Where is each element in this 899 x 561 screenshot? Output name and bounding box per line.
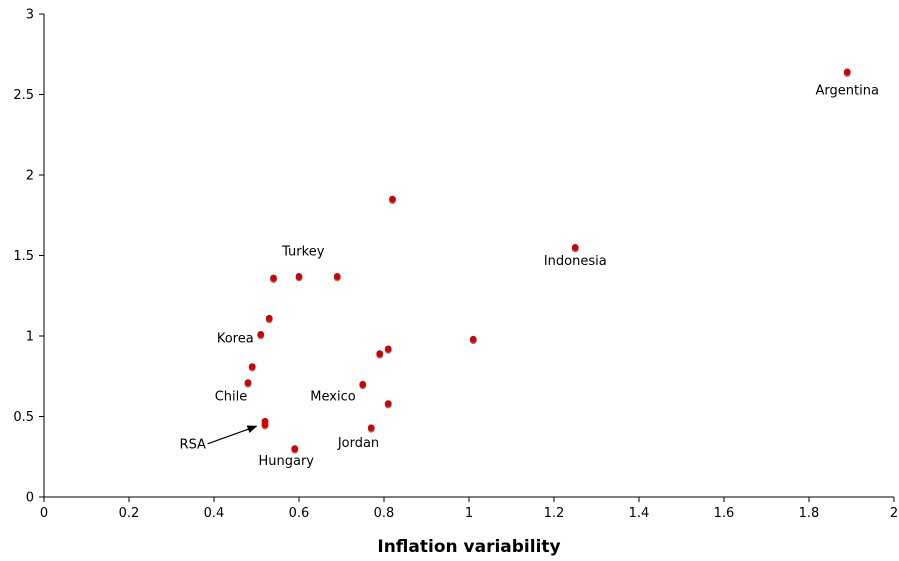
y-tick-label: 0.5 bbox=[13, 410, 34, 425]
data-point bbox=[265, 314, 273, 324]
data-point bbox=[359, 380, 367, 390]
data-point-marker bbox=[257, 330, 265, 338]
y-tick-label: 0 bbox=[26, 491, 34, 506]
tick-labels: 0 0.2 0.4 0.6 0.8 1 1.2 1.4 1.6 1.8 2 0 0.5 1 1.5 2 2.5 3 bbox=[13, 8, 898, 522]
data-point bbox=[843, 68, 851, 77]
data-point bbox=[291, 445, 299, 454]
x-tick-label: 0.8 bbox=[374, 506, 395, 521]
data-point bbox=[257, 330, 265, 340]
x-tick-label: 1.6 bbox=[714, 506, 735, 521]
data-point bbox=[333, 273, 341, 282]
data-point-marker bbox=[384, 345, 392, 353]
point-annotations: Argentina Indonesia Turkey Korea Chile Mexico… bbox=[180, 84, 879, 469]
data-point-marker bbox=[248, 363, 256, 370]
point-label: RSA bbox=[180, 438, 207, 453]
point-label: Turkey bbox=[281, 245, 325, 260]
point-label: Argentina bbox=[816, 84, 879, 99]
x-axis-title: Inflation variability bbox=[377, 537, 560, 557]
x-tick-label: 1.8 bbox=[799, 506, 820, 521]
y-tick-label: 1.5 bbox=[13, 249, 34, 264]
data-point-marker bbox=[333, 273, 341, 280]
data-point-marker bbox=[295, 273, 303, 280]
data-point bbox=[376, 350, 384, 359]
data-point bbox=[389, 195, 396, 205]
data-points bbox=[244, 68, 851, 454]
data-point bbox=[248, 363, 256, 372]
data-point bbox=[384, 345, 392, 354]
point-label: Hungary bbox=[258, 454, 314, 469]
data-point bbox=[367, 424, 375, 433]
data-point bbox=[571, 244, 579, 253]
data-point-marker bbox=[384, 400, 392, 408]
data-point-marker bbox=[469, 335, 477, 343]
data-point-marker bbox=[389, 195, 396, 203]
data-point bbox=[261, 421, 269, 430]
data-point bbox=[295, 273, 303, 282]
x-tick-label: 1 bbox=[465, 506, 473, 521]
rsa-arrow bbox=[207, 425, 258, 445]
data-point bbox=[244, 379, 252, 388]
y-tick-label: 3 bbox=[26, 8, 34, 23]
data-point bbox=[384, 400, 392, 409]
x-tick-label: 0.6 bbox=[289, 506, 310, 521]
data-point-marker bbox=[376, 350, 384, 358]
data-point-marker bbox=[571, 244, 579, 251]
point-label: Chile bbox=[215, 389, 248, 404]
point-label: Indonesia bbox=[544, 254, 607, 269]
point-label: Korea bbox=[217, 331, 254, 346]
y-tick-label: 2 bbox=[26, 169, 34, 184]
data-point-marker bbox=[367, 424, 375, 432]
data-point-marker bbox=[270, 274, 277, 282]
x-tick-label: 0.2 bbox=[119, 506, 140, 521]
x-tick-label: 0 bbox=[40, 506, 48, 521]
data-point-marker bbox=[291, 445, 299, 453]
y-tick-label: 2.5 bbox=[13, 88, 34, 103]
data-point-marker bbox=[843, 68, 851, 76]
x-tick-label: 1.4 bbox=[629, 506, 650, 521]
point-label: Mexico bbox=[310, 389, 355, 404]
axes bbox=[43, 14, 894, 498]
data-point-marker bbox=[265, 314, 273, 322]
x-tick-label: 1.2 bbox=[544, 506, 565, 521]
y-tick-label: 1 bbox=[26, 330, 34, 345]
point-label: Jordan bbox=[337, 436, 379, 451]
data-point bbox=[469, 335, 477, 345]
data-point-marker bbox=[261, 421, 269, 428]
data-point-marker bbox=[244, 379, 252, 387]
data-point-marker bbox=[359, 380, 367, 388]
data-point bbox=[270, 274, 277, 283]
x-tick-label: 2 bbox=[890, 506, 898, 521]
x-tick-label: 0.4 bbox=[204, 506, 225, 521]
